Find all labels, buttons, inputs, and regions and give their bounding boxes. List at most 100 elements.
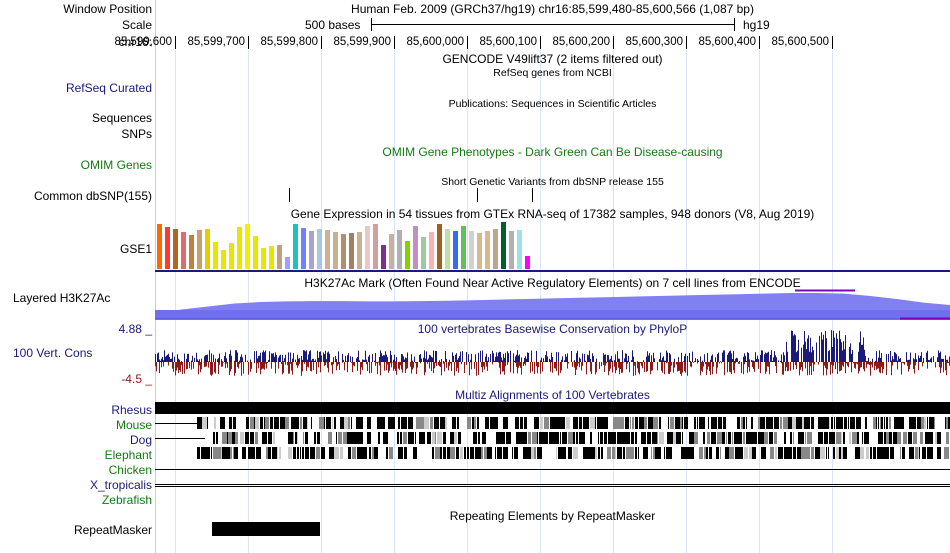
- alignment-block: [792, 417, 796, 429]
- species-label-rhesus[interactable]: Rhesus: [111, 403, 152, 417]
- alignment-block: [386, 447, 388, 459]
- gtex-tissue-bar: [373, 224, 378, 269]
- alignment-block: [764, 447, 766, 459]
- repeatmasker-title[interactable]: Repeating Elements by RepeatMasker: [449, 509, 656, 523]
- alignment-block: [740, 447, 742, 459]
- h3k27ac-side-label[interactable]: Layered H3K27Ac: [13, 291, 111, 305]
- gtex-title[interactable]: Gene Expression in 54 tissues from GTEx …: [290, 207, 815, 221]
- alignment-block: [664, 447, 665, 459]
- alignment-block: [667, 432, 669, 444]
- refseq-title[interactable]: RefSeq genes from NCBI: [493, 67, 612, 79]
- alignment-block: [913, 432, 917, 444]
- gtex-tissue-bar: [461, 226, 466, 269]
- alignment-block: [473, 432, 477, 444]
- species-label-zebrafish[interactable]: Zebrafish: [101, 493, 152, 507]
- alignment-block: [556, 417, 559, 429]
- species-label-dog[interactable]: Dog: [129, 433, 152, 447]
- phylop-title[interactable]: 100 vertebrates Basewise Conservation by…: [417, 322, 688, 336]
- phylop-side-label[interactable]: 100 Vert. Cons: [13, 346, 93, 360]
- browser-tracks-svg[interactable]: [155, 0, 950, 553]
- alignment-block: [709, 447, 712, 459]
- alignment-block: [669, 432, 673, 444]
- alignment-block: [324, 417, 325, 429]
- ruler-tick-label: 85,599,900: [333, 36, 391, 48]
- alignment-block: [242, 447, 243, 459]
- h3k27ac-title[interactable]: H3K27Ac Mark (Often Found Near Active Re…: [304, 276, 801, 290]
- dbsnp-side-label[interactable]: Common dbSNP(155): [33, 189, 152, 203]
- alignment-block: [217, 432, 218, 444]
- alignment-block: [697, 417, 698, 429]
- alignment-block: [802, 417, 804, 429]
- alignment-block: [873, 447, 876, 459]
- alignment-block: [334, 447, 339, 459]
- alignment-block: [866, 447, 869, 459]
- alignment-block: [899, 417, 904, 429]
- alignment-block: [852, 432, 857, 444]
- snps-side-label[interactable]: SNPs: [121, 127, 152, 141]
- alignment-block: [804, 417, 808, 429]
- ruler-tick-label: 85,599,600: [114, 36, 172, 48]
- track-image-area[interactable]: Human Feb. 2009 (GRCh37/hg19) chr16:85,5…: [114, 0, 950, 553]
- alignment-block: [737, 417, 740, 429]
- alignment-block: [594, 447, 595, 459]
- alignment-block: [770, 417, 772, 429]
- alignment-block: [246, 417, 249, 429]
- alignment-block: [788, 417, 792, 429]
- alignment-block: [288, 432, 291, 444]
- species-label-chicken[interactable]: Chicken: [108, 463, 152, 477]
- gtex-side-label[interactable]: GSE1: [119, 242, 152, 256]
- alignment-block: [818, 417, 823, 429]
- publications-title[interactable]: Publications: Sequences in Scientific Ar…: [448, 98, 657, 110]
- alignment-block: [848, 417, 849, 429]
- publications-side-label[interactable]: Sequences: [91, 111, 152, 125]
- alignment-block: [666, 447, 669, 459]
- alignment-block: [801, 447, 806, 459]
- alignment-block: [749, 432, 752, 444]
- alignment-block: [558, 447, 562, 459]
- alignment-block: [723, 417, 726, 429]
- omim-side-label[interactable]: OMIM Genes: [80, 158, 152, 172]
- dbsnp-title[interactable]: Short Genetic Variants from dbSNP releas…: [441, 176, 664, 188]
- alignment-block: [534, 447, 536, 459]
- alignment-block: [416, 417, 421, 429]
- alignment-block: [467, 447, 469, 459]
- gtex-tissue-bar: [485, 231, 490, 269]
- refseq-side-label[interactable]: RefSeq Curated: [65, 81, 152, 95]
- alignment-block: [834, 417, 835, 429]
- alignment-block: [616, 417, 619, 429]
- alignment-block: [918, 447, 919, 459]
- alignment-block: [686, 447, 690, 459]
- gtex-tissue-bar: [477, 233, 482, 269]
- alignment-block: [894, 417, 899, 429]
- repeatmasker-side-label[interactable]: RepeatMasker: [73, 523, 152, 537]
- alignment-block: [676, 432, 681, 444]
- alignment-block: [635, 447, 637, 459]
- alignment-block: [256, 447, 261, 459]
- alignment-block: [931, 447, 933, 459]
- alignment-block: [386, 432, 387, 444]
- alignment-block: [485, 447, 487, 459]
- gtex-tissue-bar: [181, 232, 186, 269]
- omim-title[interactable]: OMIM Gene Phenotypes - Dark Green Can Be…: [382, 145, 723, 159]
- multiz-title[interactable]: Multiz Alignments of 100 Vertebrates: [455, 388, 650, 402]
- gencode-title[interactable]: GENCODE V49lift37 (2 items filtered out): [442, 52, 663, 66]
- alignment-block: [761, 447, 764, 459]
- alignment-block: [836, 447, 839, 459]
- alignment-block: [699, 417, 704, 429]
- alignment-block: [587, 447, 591, 459]
- alignment-block: [579, 432, 581, 444]
- species-label-x_tropicalis[interactable]: X_tropicalis: [89, 478, 152, 492]
- alignment-block: [595, 447, 597, 459]
- alignment-block: [334, 417, 336, 429]
- alignment-block: [266, 447, 268, 459]
- alignment-block: [864, 432, 869, 444]
- alignment-block: [625, 417, 629, 429]
- alignment-block: [682, 432, 683, 444]
- alignment-block: [948, 417, 950, 429]
- species-label-mouse[interactable]: Mouse: [115, 418, 152, 432]
- species-label-elephant[interactable]: Elephant: [104, 448, 152, 462]
- alignment-block: [454, 432, 457, 444]
- gtex-tissue-bar: [197, 230, 202, 269]
- alignment-block: [512, 447, 513, 459]
- alignment-block: [234, 447, 238, 459]
